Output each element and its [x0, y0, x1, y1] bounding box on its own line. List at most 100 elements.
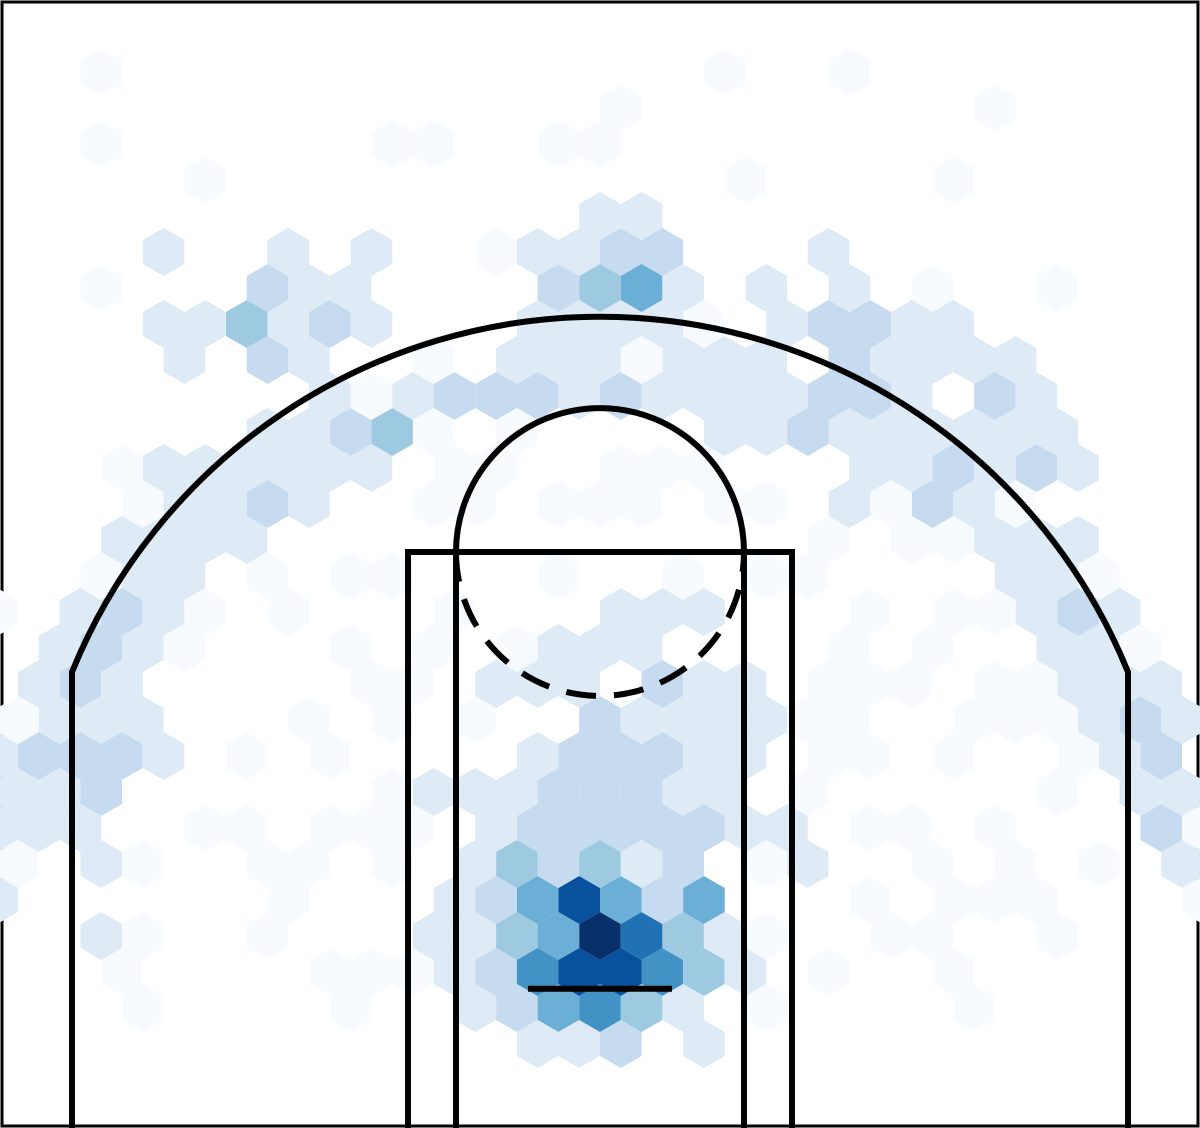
hexbin-cell — [329, 264, 372, 312]
hexbin-cell — [807, 300, 850, 348]
hexbin-cell — [579, 912, 621, 960]
hexbin-cell — [392, 948, 434, 996]
hexbin-cell — [1036, 696, 1078, 744]
hexbin-cell — [184, 588, 226, 636]
hexbin-cell — [745, 984, 788, 1032]
hexbin-layer — [0, 48, 1200, 1068]
hexbin-cell — [163, 480, 206, 528]
hexbin-cell — [662, 912, 704, 960]
hexbin-cell — [724, 372, 767, 420]
hexbin-cell — [703, 912, 746, 960]
hexbin-cell — [267, 588, 309, 636]
hexbin-cell — [267, 876, 309, 924]
hexbin-cell — [496, 768, 538, 816]
hexbin-cell — [1036, 264, 1078, 312]
hexbin-cell — [1015, 588, 1058, 636]
hexbin-cell — [184, 300, 226, 348]
hexbin-cell — [371, 120, 413, 168]
hexbin-cell — [974, 516, 1016, 564]
hexbin-cell — [849, 660, 891, 708]
hexbin-cell — [600, 732, 642, 780]
hexbin-cell — [807, 660, 850, 708]
hexbin-cell — [516, 876, 559, 924]
hexbin-cell — [537, 984, 580, 1032]
hexbin-cell — [994, 840, 1037, 888]
hexbin-cell — [579, 480, 621, 528]
hexbin-cell — [122, 696, 164, 744]
hexbin-cell — [849, 300, 891, 348]
hexbin-cell — [1182, 805, 1200, 851]
hexbin-cell — [122, 480, 164, 528]
hexbin-cell — [1161, 696, 1200, 744]
hexbin-cell — [620, 912, 663, 960]
hexbin-cell — [454, 696, 497, 744]
hexbin-cell — [766, 372, 808, 420]
hexbin-cell — [953, 480, 995, 528]
hexbin-cell — [18, 660, 60, 708]
hexbin-cell — [703, 696, 746, 744]
hexbin-cell — [1140, 732, 1182, 780]
hexbin-cell — [828, 480, 871, 528]
hexbin-cell — [516, 948, 559, 996]
hexbin-cell — [184, 444, 226, 492]
hexbin-cell — [496, 840, 538, 888]
hexbin-cell — [787, 408, 829, 456]
hexbin-cell — [870, 480, 912, 528]
hexbin-cell — [974, 804, 1016, 852]
hexbin-cell — [911, 336, 954, 384]
hexbin-cell — [558, 876, 600, 924]
hexbin-cell — [662, 840, 704, 888]
hexbin-cell — [703, 408, 746, 456]
hexbin-cell — [600, 444, 642, 492]
hexbin-cell — [475, 444, 517, 492]
hexbin-cell — [662, 264, 704, 312]
hexbin-cell — [828, 696, 871, 744]
hexbin-cell — [558, 732, 600, 780]
hexbin-cell — [994, 480, 1037, 528]
hexbin-cell — [620, 480, 663, 528]
hexbin-cell — [392, 660, 434, 708]
hexbin-cell — [288, 840, 330, 888]
hexbin-cell — [371, 552, 413, 600]
hexbin-cell — [122, 840, 164, 888]
hexbin-cell — [891, 804, 933, 852]
hexbin-cell — [558, 300, 600, 348]
hexbin-cell — [537, 480, 580, 528]
hexbin-cell — [828, 264, 871, 312]
hexbin-cell — [1182, 877, 1200, 923]
free-throw-arc-bottom — [453, 551, 747, 699]
hexbin-cell — [1057, 444, 1099, 492]
hexbin-cell — [329, 408, 372, 456]
hexbin-cell — [932, 300, 975, 348]
hexbin-cell — [703, 48, 746, 96]
hexbin-cell — [620, 336, 663, 384]
hexbin-cell — [80, 120, 122, 168]
hexbin-cell — [537, 336, 580, 384]
hexbin-cell — [412, 120, 455, 168]
hexbin-cell — [579, 336, 621, 384]
hexbin-cell — [683, 588, 725, 636]
hexbin-cell — [0, 877, 18, 923]
hexbin-cell — [703, 336, 746, 384]
hexbin-cell — [309, 372, 351, 420]
hexbin-cell — [911, 480, 954, 528]
hexbin-cell — [288, 264, 330, 312]
hexbin-cell — [828, 624, 871, 672]
hexbin-cell — [1057, 660, 1099, 708]
hexbin-cell — [891, 516, 933, 564]
hexbin-cell — [412, 408, 455, 456]
hexbin-cell — [911, 840, 954, 888]
hexbin-cell — [122, 624, 164, 672]
hexbin-cell — [142, 444, 185, 492]
hexbin-cell — [579, 696, 621, 744]
hexbin-cell — [537, 840, 580, 888]
hexbin-cell — [662, 552, 704, 600]
hexbin-cell — [516, 732, 559, 780]
hexbin-cell — [1057, 516, 1099, 564]
hexbin-cell — [600, 948, 642, 996]
hexbin-cell — [496, 336, 538, 384]
hexbin-cell — [350, 228, 393, 276]
hexbin-cell — [142, 732, 185, 780]
hexbin-cell — [475, 948, 517, 996]
